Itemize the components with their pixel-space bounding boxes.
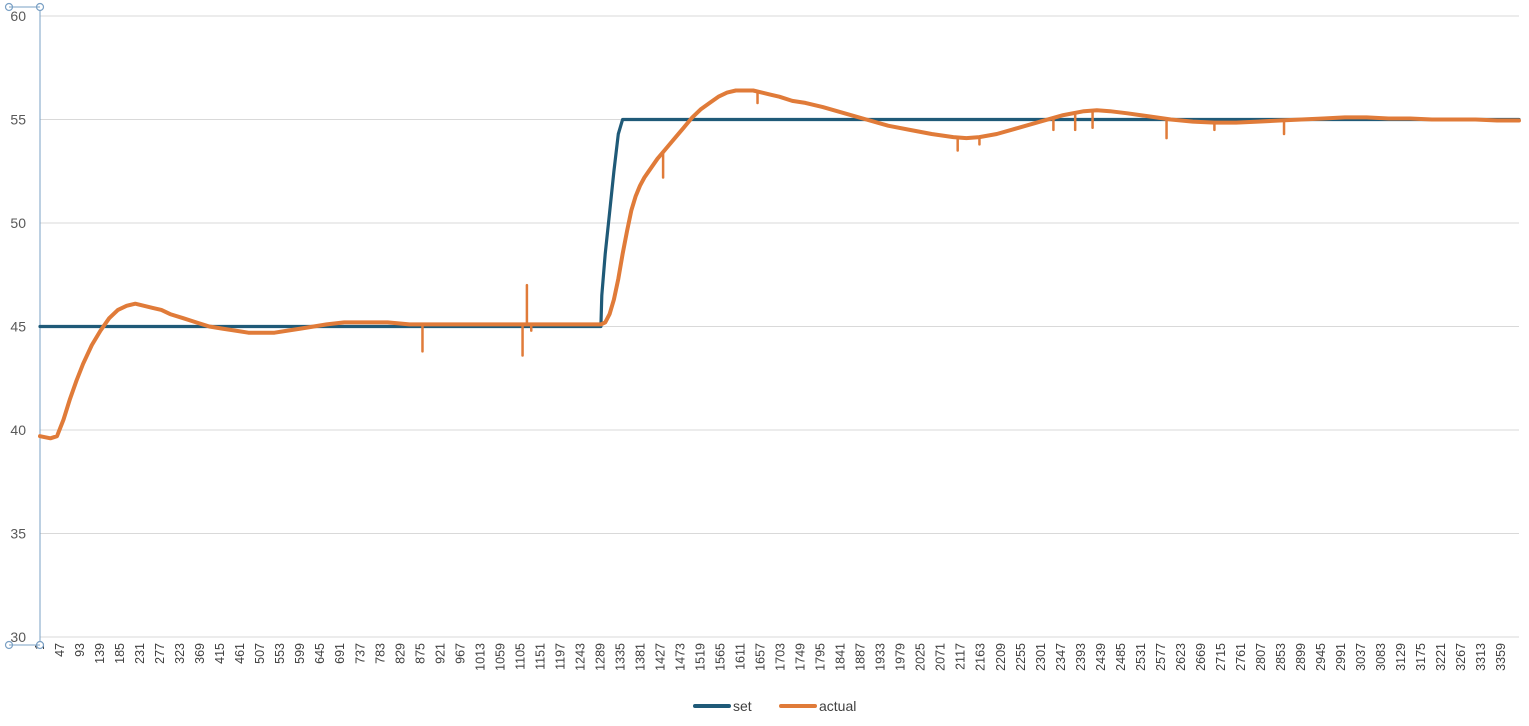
x-tick-label: 2393	[1074, 643, 1088, 671]
x-tick-label: 2531	[1134, 643, 1148, 671]
x-tick-label: 2991	[1334, 643, 1348, 671]
y-tick-label: 60	[10, 8, 26, 24]
x-tick-label: 921	[433, 643, 447, 664]
x-tick-label: 93	[73, 643, 87, 657]
x-tick-label: 369	[193, 643, 207, 664]
x-tick-label: 2255	[1014, 643, 1028, 671]
x-tick-label: 3129	[1394, 643, 1408, 671]
x-tick-label: 1749	[794, 643, 808, 671]
x-tick-label: 507	[253, 643, 267, 664]
y-tick-label: 40	[10, 422, 26, 438]
x-tick-label: 1197	[553, 643, 567, 670]
x-tick-label: 3037	[1354, 643, 1368, 671]
x-tick-label: 2117	[954, 643, 968, 670]
x-axis-ticks: 1479313918523127732336941546150755359964…	[33, 643, 1508, 671]
y-tick-label: 45	[10, 319, 26, 335]
x-tick-label: 2025	[914, 643, 928, 671]
x-tick-label: 1703	[774, 643, 788, 671]
x-tick-label: 2209	[994, 643, 1008, 671]
x-tick-label: 2439	[1094, 643, 1108, 671]
x-tick-label: 1565	[714, 643, 728, 671]
legend-label-set: set	[733, 698, 752, 714]
x-tick-label: 1887	[854, 643, 868, 671]
x-tick-label: 185	[113, 643, 127, 664]
x-tick-label: 1289	[593, 643, 607, 671]
y-tick-label: 35	[10, 526, 26, 542]
x-tick-label: 1611	[734, 643, 748, 670]
x-tick-label: 323	[173, 643, 187, 664]
x-tick-label: 967	[453, 643, 467, 664]
x-tick-label: 47	[53, 643, 67, 657]
legend-label-actual: actual	[819, 698, 856, 714]
x-tick-label: 3221	[1434, 643, 1448, 671]
x-tick-label: 2163	[974, 643, 988, 671]
x-tick-label: 599	[293, 643, 307, 664]
x-tick-label: 1013	[473, 643, 487, 671]
x-tick-label: 1105	[513, 643, 527, 670]
x-tick-label: 645	[313, 643, 327, 664]
x-tick-label: 415	[213, 643, 227, 664]
x-tick-label: 3359	[1494, 643, 1508, 671]
x-tick-label: 3267	[1454, 643, 1468, 671]
y-axis-ticks: 30 35 40 45 50 55 60	[10, 8, 26, 645]
x-tick-label: 2347	[1054, 643, 1068, 671]
x-tick-label: 2301	[1034, 643, 1048, 671]
x-tick-label: 2577	[1154, 643, 1168, 671]
x-tick-label: 1335	[613, 643, 627, 671]
x-tick-label: 2715	[1214, 643, 1228, 671]
x-tick-label: 553	[273, 643, 287, 664]
series-line-set	[38, 117, 1521, 329]
y-tick-label: 55	[10, 112, 26, 128]
x-tick-label: 1979	[894, 643, 908, 671]
x-tick-label: 1657	[754, 643, 768, 671]
x-tick-label: 2761	[1234, 643, 1248, 671]
x-tick-label: 1473	[674, 643, 688, 671]
x-tick-label: 1151	[533, 643, 547, 670]
x-tick-label: 231	[133, 643, 147, 664]
legend: set actual	[693, 698, 856, 714]
series-line-actual	[38, 88, 1521, 441]
series-lines	[38, 88, 1521, 441]
x-tick-label: 1519	[694, 643, 708, 671]
x-tick-label: 461	[233, 643, 247, 664]
x-tick-label: 1381	[633, 643, 647, 671]
y-tick-label: 30	[10, 629, 26, 645]
x-tick-label: 1243	[573, 643, 587, 671]
x-tick-label: 1427	[653, 643, 667, 671]
x-tick-label: 1795	[814, 643, 828, 671]
x-tick-label: 2485	[1114, 643, 1128, 671]
x-tick-label: 783	[373, 643, 387, 664]
x-tick-label: 139	[93, 643, 107, 664]
y-tick-label: 50	[10, 215, 26, 231]
x-tick-label: 2669	[1194, 643, 1208, 671]
selection-handles[interactable]	[4, 2, 45, 650]
x-tick-label: 2945	[1314, 643, 1328, 671]
x-tick-label: 829	[393, 643, 407, 664]
x-tick-label: 1933	[874, 643, 888, 671]
x-tick-label: 2807	[1254, 643, 1268, 671]
x-tick-label: 1059	[493, 643, 507, 671]
x-tick-label: 3083	[1374, 643, 1388, 671]
x-tick-label: 3313	[1474, 643, 1488, 671]
x-tick-label: 277	[153, 643, 167, 664]
x-tick-label: 2623	[1174, 643, 1188, 671]
x-tick-label: 2853	[1274, 643, 1288, 671]
x-tick-label: 691	[333, 643, 347, 664]
x-tick-label: 2071	[934, 643, 948, 671]
x-tick-label: 875	[413, 643, 427, 664]
x-tick-label: 3175	[1414, 643, 1428, 671]
x-tick-label: 737	[353, 643, 367, 664]
x-tick-label: 1841	[834, 643, 848, 671]
x-tick-label: 2899	[1294, 643, 1308, 671]
